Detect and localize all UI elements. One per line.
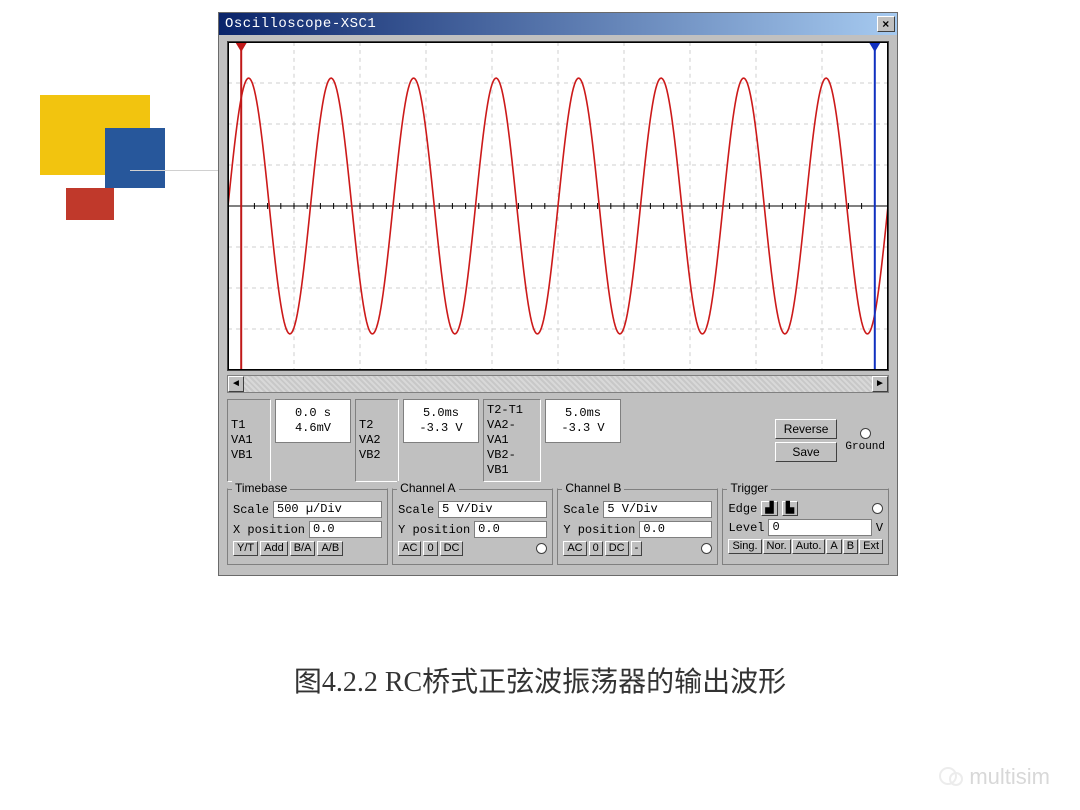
label-dva: VA2-VA1 — [487, 418, 537, 448]
scroll-track[interactable] — [244, 376, 872, 392]
cha-scale-input[interactable]: 5 V/Div — [438, 501, 547, 518]
yt-button[interactable]: Y/T — [233, 541, 258, 556]
chb-jack[interactable] — [701, 543, 712, 554]
trigger-legend: Trigger — [727, 481, 771, 495]
measure-values-col3: 5.0ms -3.3 V — [545, 399, 621, 443]
ab-button[interactable]: A/B — [317, 541, 343, 556]
timebase-legend: Timebase — [232, 481, 290, 495]
cha-scale-label: Scale — [398, 503, 434, 517]
cha-jack[interactable] — [536, 543, 547, 554]
measure-values-col1: 0.0 s 4.6mV — [275, 399, 351, 443]
channel-b-group: Channel B Scale 5 V/Div Y position 0.0 A… — [557, 488, 718, 565]
value-t1: 0.0 s — [276, 406, 350, 421]
chb-scale-input[interactable]: 5 V/Div — [603, 501, 712, 518]
label-dt: T2-T1 — [487, 403, 537, 418]
deco-shape-blue — [105, 128, 165, 188]
save-button[interactable]: Save — [775, 442, 838, 462]
trig-b-button[interactable]: B — [843, 539, 858, 554]
channel-a-group: Channel A Scale 5 V/Div Y position 0.0 A… — [392, 488, 553, 565]
trigger-level-unit: V — [876, 521, 883, 535]
oscilloscope-window: Oscilloscope-XSC1 × ◄ ► T1 VA1 VB1 0.0 s… — [218, 12, 898, 576]
label-va2: VA2 — [359, 433, 395, 448]
trig-ext-button[interactable]: Ext — [859, 539, 883, 554]
channel-b-legend: Channel B — [562, 481, 624, 495]
trigger-edge-label: Edge — [728, 502, 757, 516]
measure-labels-col2: T2 VA2 VB2 — [355, 399, 399, 482]
chb-minus-button[interactable]: - — [631, 541, 643, 556]
chb-ypos-input[interactable]: 0.0 — [639, 521, 712, 538]
value-va2: -3.3 V — [404, 421, 478, 436]
chb-scale-label: Scale — [563, 503, 599, 517]
window-titlebar[interactable]: Oscilloscope-XSC1 × — [219, 13, 897, 35]
ba-button[interactable]: B/A — [290, 541, 316, 556]
trigger-level-input[interactable]: 0 — [768, 519, 871, 536]
timebase-group: Timebase Scale 500 µ/Div X position 0.0 … — [227, 488, 388, 565]
trig-a-button[interactable]: A — [826, 539, 841, 554]
reverse-button[interactable]: Reverse — [775, 419, 838, 439]
cha-ypos-label: Y position — [398, 523, 470, 537]
cha-ypos-input[interactable]: 0.0 — [474, 521, 547, 538]
channel-a-legend: Channel A — [397, 481, 458, 495]
cha-dc-button[interactable]: DC — [440, 541, 464, 556]
trig-nor-button[interactable]: Nor. — [763, 539, 791, 554]
trig-auto-button[interactable]: Auto. — [792, 539, 826, 554]
edge-rising-button[interactable]: ▟ — [761, 501, 777, 516]
label-dvb: VB2-VB1 — [487, 448, 537, 478]
wechat-icon — [939, 766, 965, 788]
label-t1: T1 — [231, 418, 267, 433]
window-title: Oscilloscope-XSC1 — [225, 16, 877, 32]
timebase-xpos-label: X position — [233, 523, 305, 537]
trigger-jack[interactable] — [872, 503, 883, 514]
label-t2: T2 — [359, 418, 395, 433]
measure-labels-col1: T1 VA1 VB1 — [227, 399, 271, 482]
measure-labels-col3: T2-T1 VA2-VA1 VB2-VB1 — [483, 399, 541, 482]
watermark: multisim — [939, 764, 1050, 790]
figure-caption: 图4.2.2 RC桥式正弦波振荡器的输出波形 — [0, 660, 1080, 700]
label-vb1: VB1 — [231, 448, 267, 463]
scroll-right-icon[interactable]: ► — [872, 376, 888, 392]
chb-ac-button[interactable]: AC — [563, 541, 586, 556]
horizontal-scrollbar[interactable]: ◄ ► — [227, 375, 889, 393]
chb-0-button[interactable]: 0 — [589, 541, 603, 556]
value-dva: -3.3 V — [546, 421, 620, 436]
trigger-group: Trigger Edge ▟ ▙ Level 0 V Sing. Nor. Au… — [722, 488, 889, 565]
value-va1: 4.6mV — [276, 421, 350, 436]
edge-falling-button[interactable]: ▙ — [782, 501, 798, 516]
ground-jack[interactable] — [860, 428, 871, 439]
chb-dc-button[interactable]: DC — [605, 541, 629, 556]
scroll-left-icon[interactable]: ◄ — [228, 376, 244, 392]
waveform-canvas — [228, 42, 888, 370]
scope-display — [227, 41, 889, 371]
timebase-scale-input[interactable]: 500 µ/Div — [273, 501, 382, 518]
trigger-level-label: Level — [728, 521, 764, 535]
value-t2: 5.0ms — [404, 406, 478, 421]
timebase-xpos-input[interactable]: 0.0 — [309, 521, 382, 538]
watermark-text: multisim — [969, 764, 1050, 790]
label-va1: VA1 — [231, 433, 267, 448]
value-dt: 5.0ms — [546, 406, 620, 421]
deco-shape-red — [66, 188, 114, 220]
add-button[interactable]: Add — [260, 541, 288, 556]
timebase-scale-label: Scale — [233, 503, 269, 517]
chb-ypos-label: Y position — [563, 523, 635, 537]
label-vb2: VB2 — [359, 448, 395, 463]
cha-ac-button[interactable]: AC — [398, 541, 421, 556]
close-icon[interactable]: × — [877, 16, 895, 32]
ground-label: Ground — [845, 441, 885, 453]
trig-sing-button[interactable]: Sing. — [728, 539, 761, 554]
cha-0-button[interactable]: 0 — [423, 541, 437, 556]
measure-values-col2: 5.0ms -3.3 V — [403, 399, 479, 443]
